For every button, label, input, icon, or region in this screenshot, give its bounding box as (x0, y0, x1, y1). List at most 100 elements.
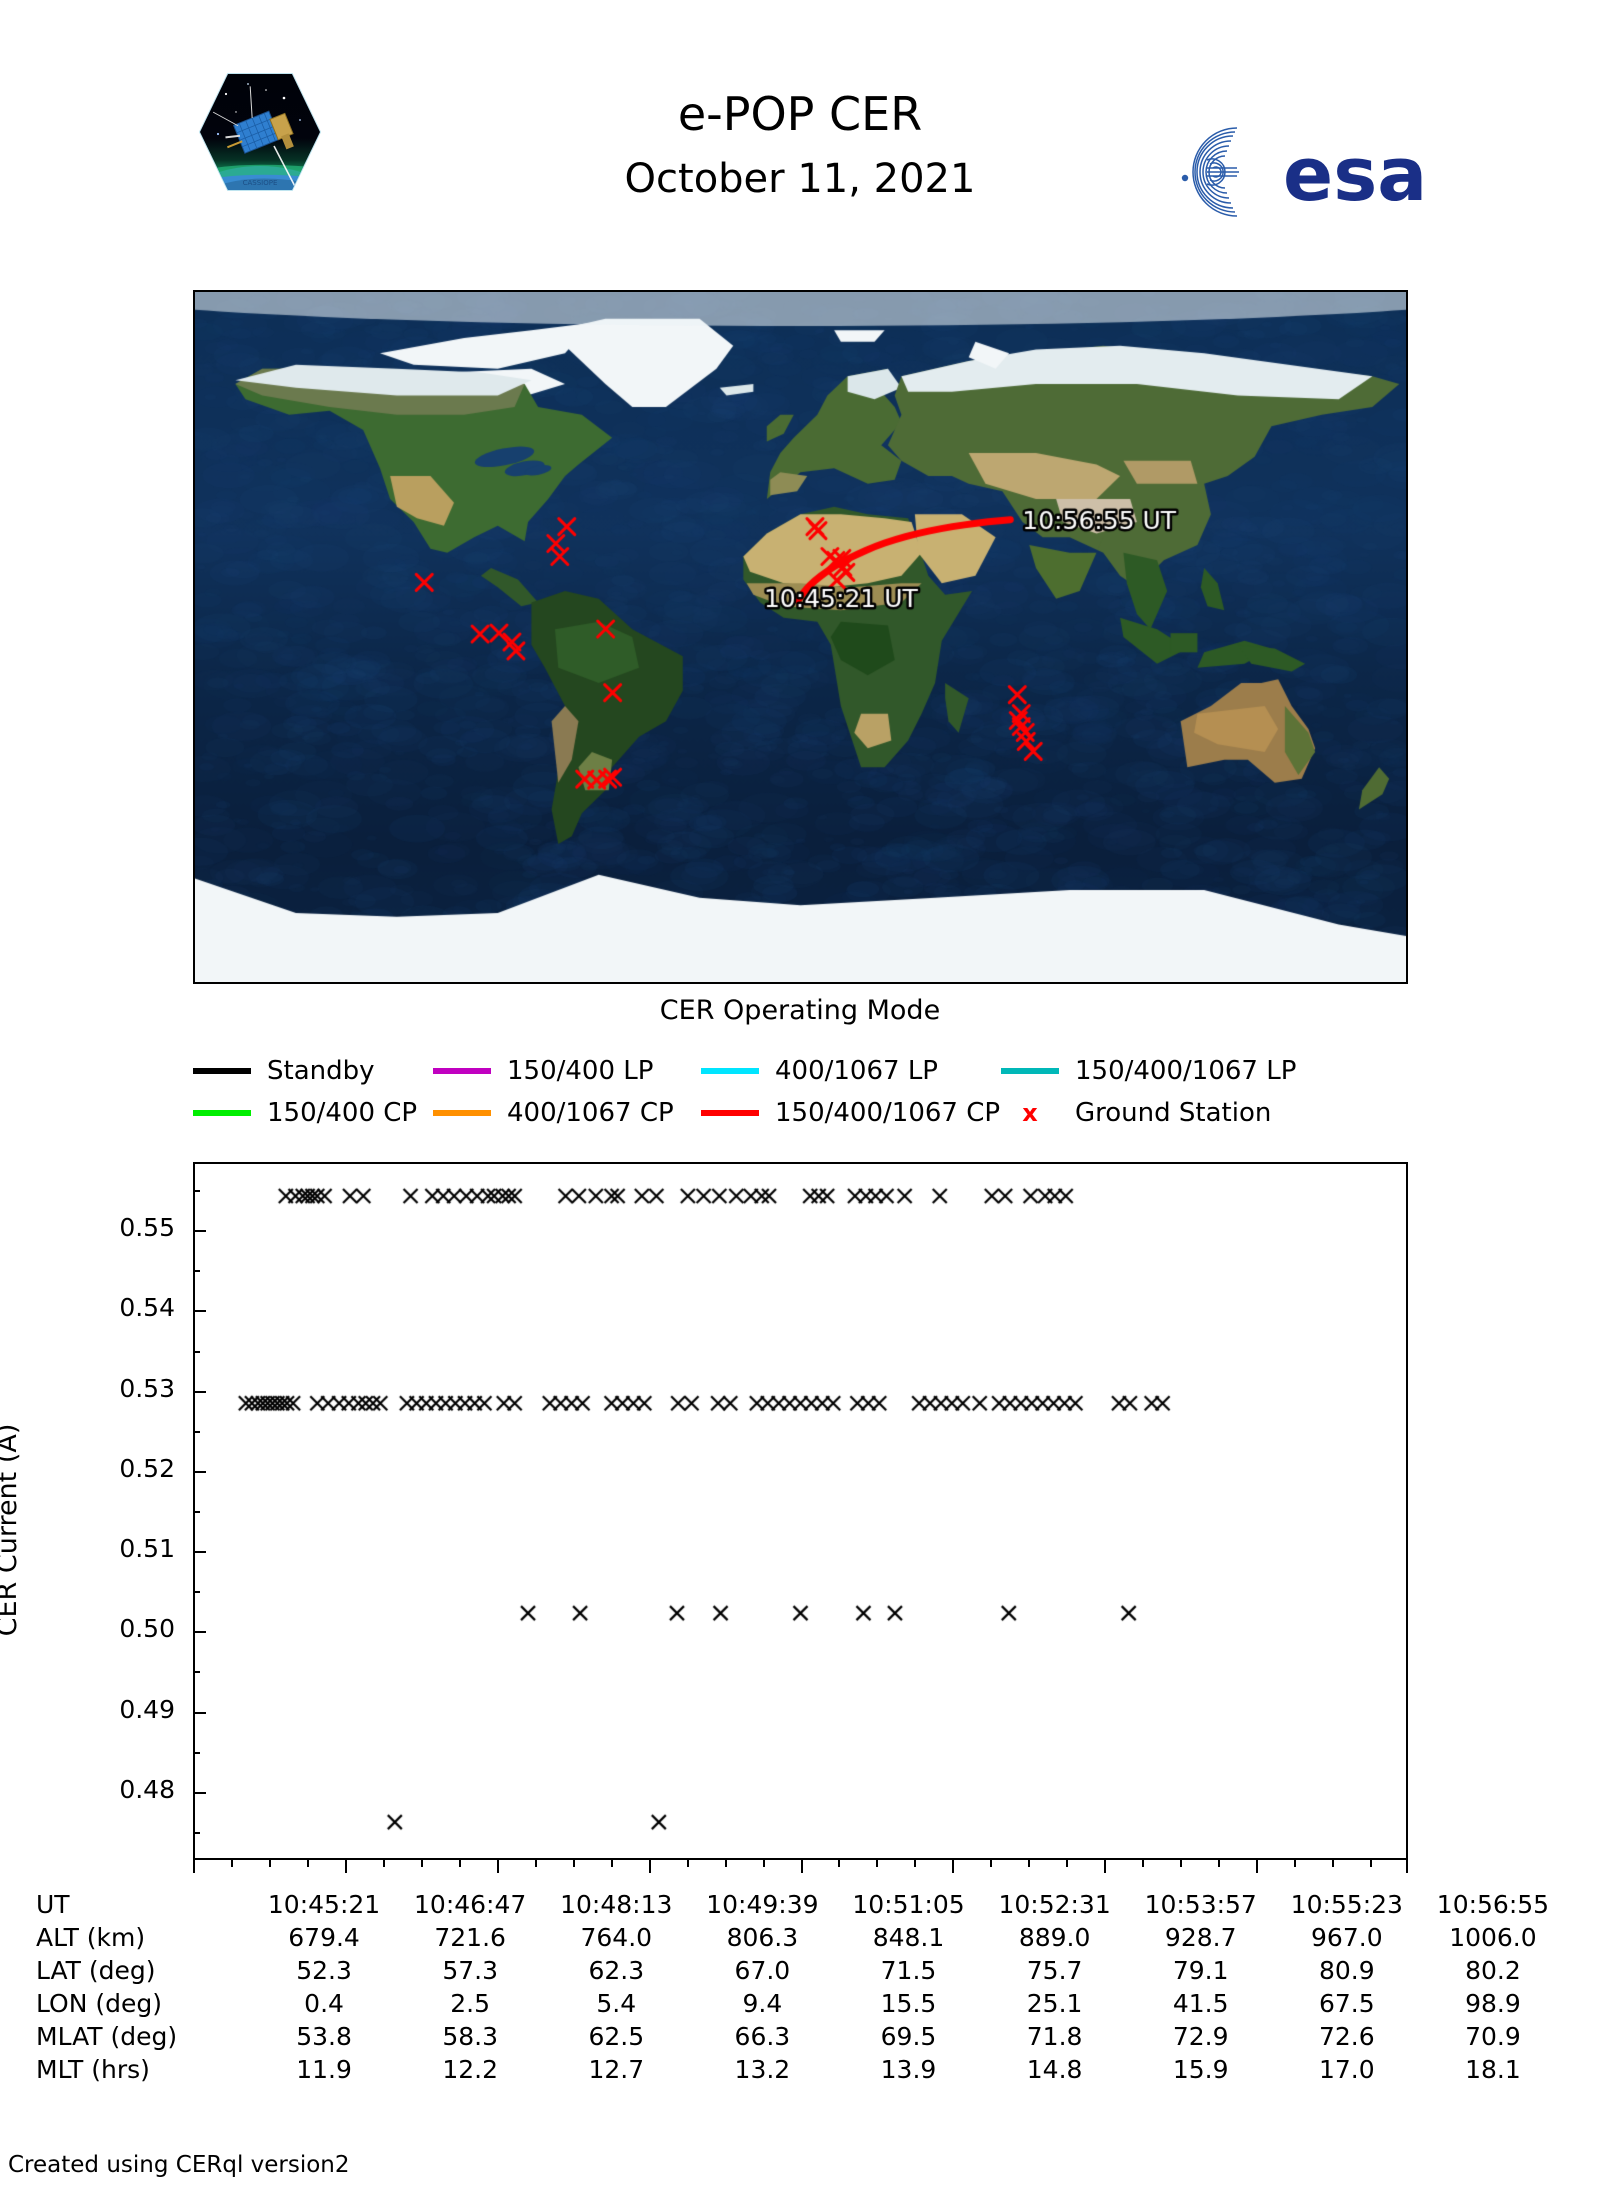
x-axis-minor-tick (687, 1860, 689, 1867)
legend-title: CER Operating Mode (0, 995, 1600, 1026)
x-axis-minor-tick (231, 1860, 233, 1867)
table-row-label: UT (36, 1888, 251, 1921)
y-axis-tick-mark (193, 1712, 206, 1714)
scatter-plot-canvas[interactable] (195, 1164, 1406, 1858)
table-cell: 12.7 (543, 2053, 689, 2086)
y-axis-minor-tick (193, 1270, 200, 1272)
y-axis-minor-tick (193, 1671, 200, 1673)
legend-item-ground-station[interactable]: x Ground Station (1001, 1098, 1271, 1128)
legend-item-150-400-1067-lp[interactable]: 150/400/1067 LP (1001, 1056, 1296, 1086)
table-cell: 9.4 (689, 1987, 835, 2020)
page-header: CASSIOPE e-POP CER October 11, 2021 (0, 0, 1600, 200)
y-axis-minor-tick (193, 1511, 200, 1513)
x-axis-minor-tick (1370, 1860, 1372, 1867)
table-cell: 72.9 (1128, 2020, 1274, 2053)
y-axis-tick-label: 0.48 (55, 1775, 175, 1804)
table-cell: 0.4 (251, 1987, 397, 2020)
legend-label-ground-station: Ground Station (1075, 1098, 1271, 1128)
y-axis-minor-tick (193, 1591, 200, 1593)
legend-item-150-400-cp[interactable]: 150/400 CP (193, 1098, 433, 1128)
legend-row-2: 150/400 CP 400/1067 CP 150/400/1067 CP x… (193, 1092, 1408, 1134)
table-cell: 67.0 (689, 1954, 835, 1987)
table-cell: 10:46:47 (397, 1888, 543, 1921)
table-cell: 679.4 (251, 1921, 397, 1954)
y-axis-tick-label: 0.49 (55, 1695, 175, 1724)
legend-item-150-400-1067-cp[interactable]: 150/400/1067 CP (701, 1098, 1001, 1128)
table-cell: 62.3 (543, 1954, 689, 1987)
table-cell: 71.8 (982, 2020, 1128, 2053)
legend-label-standby: Standby (267, 1056, 375, 1086)
x-axis-tick-mark (1406, 1860, 1408, 1873)
table-cell: 25.1 (982, 1987, 1128, 2020)
y-axis-minor-tick (193, 1832, 200, 1834)
table-cell: 57.3 (397, 1954, 543, 1987)
x-axis-tick-mark (1104, 1860, 1106, 1873)
ephemeris-table: UT 10:45:21 10:46:47 10:48:13 10:49:39 10:51:… (36, 1888, 1566, 2086)
cer-current-scatter-plot[interactable] (193, 1162, 1408, 1860)
y-axis-tick-label: 0.54 (55, 1293, 175, 1322)
table-cell: 62.5 (543, 2020, 689, 2053)
legend-item-400-1067-cp[interactable]: 400/1067 CP (433, 1098, 701, 1128)
x-axis-minor-tick (1332, 1860, 1334, 1867)
x-axis-minor-tick (876, 1860, 878, 1867)
table-cell: 967.0 (1274, 1921, 1420, 1954)
y-axis-tick-label: 0.53 (55, 1374, 175, 1403)
table-cell: 848.1 (835, 1921, 981, 1954)
table-cell: 12.2 (397, 2053, 543, 2086)
x-axis-minor-tick (1218, 1860, 1220, 1867)
legend-swatch-150-400-1067-lp (1001, 1068, 1059, 1074)
ephemeris-table-element: UT 10:45:21 10:46:47 10:48:13 10:49:39 10:51:… (36, 1888, 1566, 2086)
table-cell: 11.9 (251, 2053, 397, 2086)
table-cell: 71.5 (835, 1954, 981, 1987)
table-cell: 15.9 (1128, 2053, 1274, 2086)
table-cell: 10:48:13 (543, 1888, 689, 1921)
esa-logo-icon: esa (1155, 126, 1455, 218)
legend-item-150-400-lp[interactable]: 150/400 LP (433, 1056, 701, 1086)
legend-item-standby[interactable]: Standby (193, 1056, 433, 1086)
legend-item-400-1067-lp[interactable]: 400/1067 LP (701, 1056, 1001, 1086)
legend-swatch-150-400-cp (193, 1110, 251, 1116)
x-axis-tick-mark (345, 1860, 347, 1873)
footer-credit: Created using CERql version2 (8, 2152, 350, 2178)
world-map-panel[interactable] (193, 290, 1408, 984)
table-row: ALT (km) 679.4 721.6 764.0 806.3 848.1 889.0 92… (36, 1921, 1566, 1954)
x-axis-minor-tick (1294, 1860, 1296, 1867)
y-axis-tick-mark (193, 1792, 206, 1794)
table-cell: 2.5 (397, 1987, 543, 2020)
table-cell: 10:56:55 (1420, 1888, 1566, 1921)
table-cell: 41.5 (1128, 1987, 1274, 2020)
table-row-label: LON (deg) (36, 1987, 251, 2020)
table-cell: 721.6 (397, 1921, 543, 1954)
cassiope-logo-icon: CASSIOPE (196, 68, 324, 196)
x-axis-tick-mark (801, 1860, 803, 1873)
y-axis-tick-mark (193, 1230, 206, 1232)
table-cell: 58.3 (397, 2020, 543, 2053)
world-map-canvas[interactable] (195, 292, 1406, 982)
x-axis-minor-tick (1142, 1860, 1144, 1867)
legend-label-400-1067-lp: 400/1067 LP (775, 1056, 938, 1086)
table-row-label: LAT (deg) (36, 1954, 251, 1987)
table-row-label: MLAT (deg) (36, 2020, 251, 2053)
table-cell: 10:55:23 (1274, 1888, 1420, 1921)
legend-swatch-400-1067-lp (701, 1068, 759, 1074)
table-cell: 80.9 (1274, 1954, 1420, 1987)
table-cell: 67.5 (1274, 1987, 1420, 2020)
table-row: LAT (deg) 52.3 57.3 62.3 67.0 71.5 75.7 79.1 80.… (36, 1954, 1566, 1987)
x-axis-minor-tick (763, 1860, 765, 1867)
table-cell: 75.7 (982, 1954, 1128, 1987)
y-axis-tick-mark (193, 1391, 206, 1393)
table-cell: 5.4 (543, 1987, 689, 2020)
y-axis-tick-mark (193, 1551, 206, 1553)
table-row: UT 10:45:21 10:46:47 10:48:13 10:49:39 10:51:… (36, 1888, 1566, 1921)
ground-station-marker-icon: x (1001, 1101, 1059, 1125)
legend-row-1: Standby 150/400 LP 400/1067 LP 150/400/1… (193, 1050, 1408, 1092)
table-cell: 10:52:31 (982, 1888, 1128, 1921)
x-axis-minor-tick (990, 1860, 992, 1867)
table-row-label: MLT (hrs) (36, 2053, 251, 2086)
table-row: LON (deg) 0.4 2.5 5.4 9.4 15.5 25.1 41.5 67.5 98.… (36, 1987, 1566, 2020)
cassiope-logo: CASSIOPE (196, 68, 324, 196)
y-axis-minor-tick (193, 1431, 200, 1433)
x-axis-minor-tick (1066, 1860, 1068, 1867)
table-cell: 10:45:21 (251, 1888, 397, 1921)
table-cell: 10:51:05 (835, 1888, 981, 1921)
